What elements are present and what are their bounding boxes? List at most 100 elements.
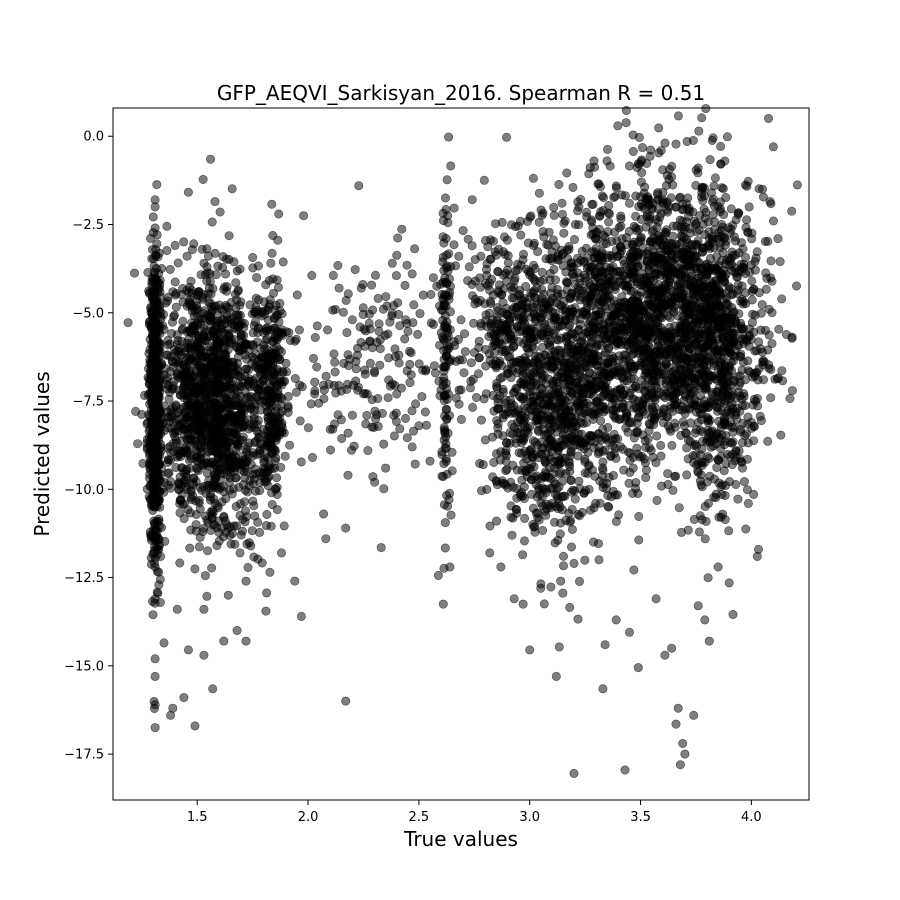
data-point bbox=[148, 439, 158, 449]
data-point bbox=[580, 362, 590, 372]
data-point bbox=[580, 454, 590, 464]
data-point bbox=[194, 287, 204, 297]
data-point bbox=[598, 457, 608, 467]
data-point bbox=[592, 339, 602, 349]
data-point bbox=[622, 274, 632, 284]
data-point bbox=[264, 421, 274, 431]
data-point bbox=[234, 380, 244, 390]
data-point bbox=[257, 397, 267, 407]
data-point bbox=[565, 320, 575, 330]
data-point bbox=[196, 270, 206, 280]
data-point bbox=[150, 273, 160, 283]
data-point bbox=[191, 526, 201, 536]
data-point bbox=[237, 399, 247, 409]
data-point bbox=[230, 323, 240, 333]
data-point bbox=[617, 292, 627, 302]
data-point bbox=[609, 276, 619, 286]
data-point bbox=[554, 180, 564, 190]
data-point bbox=[546, 318, 556, 328]
data-point bbox=[641, 465, 651, 475]
data-point bbox=[239, 322, 249, 332]
data-point bbox=[638, 316, 648, 326]
data-point bbox=[624, 478, 634, 488]
data-point bbox=[253, 261, 263, 271]
data-point bbox=[618, 308, 628, 318]
data-point bbox=[567, 288, 577, 298]
data-point bbox=[153, 366, 163, 376]
data-point bbox=[208, 284, 218, 294]
data-point bbox=[149, 254, 159, 264]
data-point bbox=[604, 502, 614, 512]
data-point bbox=[562, 278, 572, 288]
data-point bbox=[653, 263, 663, 273]
data-point bbox=[559, 228, 569, 238]
data-point bbox=[558, 551, 568, 561]
data-point bbox=[211, 317, 221, 327]
data-point bbox=[536, 205, 546, 215]
data-point bbox=[163, 340, 173, 350]
data-point bbox=[195, 504, 205, 514]
data-point bbox=[616, 392, 626, 402]
data-point bbox=[240, 497, 250, 507]
data-point bbox=[629, 565, 639, 575]
data-point bbox=[170, 240, 180, 250]
data-point bbox=[662, 225, 672, 235]
data-point bbox=[152, 549, 162, 559]
data-point bbox=[198, 401, 208, 411]
data-point bbox=[596, 251, 606, 261]
data-point bbox=[180, 475, 190, 485]
data-point bbox=[148, 357, 158, 367]
data-point bbox=[233, 286, 243, 296]
data-point bbox=[594, 442, 604, 452]
data-point bbox=[219, 369, 229, 379]
data-point bbox=[255, 527, 265, 537]
data-point bbox=[267, 499, 277, 509]
data-point bbox=[581, 297, 591, 307]
data-point bbox=[589, 355, 599, 365]
data-point bbox=[238, 514, 248, 524]
data-point bbox=[202, 591, 212, 601]
data-point bbox=[583, 328, 593, 338]
data-point bbox=[776, 430, 786, 440]
data-point bbox=[622, 325, 632, 335]
data-point bbox=[660, 138, 670, 148]
data-point bbox=[198, 175, 208, 185]
data-point bbox=[196, 319, 206, 329]
data-point bbox=[569, 235, 579, 245]
data-point bbox=[146, 233, 156, 243]
data-point bbox=[262, 588, 272, 598]
data-point bbox=[182, 251, 192, 261]
data-point bbox=[177, 325, 187, 335]
data-point bbox=[290, 373, 300, 383]
data-point bbox=[268, 231, 278, 241]
data-point bbox=[567, 262, 577, 272]
data-point bbox=[606, 451, 616, 461]
data-point bbox=[674, 503, 684, 513]
data-point bbox=[150, 410, 160, 420]
data-point bbox=[764, 330, 774, 340]
data-point bbox=[266, 521, 276, 531]
data-point bbox=[256, 405, 266, 415]
data-point bbox=[168, 287, 178, 297]
data-point bbox=[722, 132, 732, 142]
data-point bbox=[519, 536, 529, 546]
data-point bbox=[275, 408, 285, 418]
data-point bbox=[619, 356, 629, 366]
data-point bbox=[553, 345, 563, 355]
data-point bbox=[628, 394, 638, 404]
data-point bbox=[211, 398, 221, 408]
data-point bbox=[574, 285, 584, 295]
data-point bbox=[195, 483, 205, 493]
data-point bbox=[189, 324, 199, 334]
data-point bbox=[179, 360, 189, 370]
data-point bbox=[574, 342, 584, 352]
data-point bbox=[553, 504, 563, 514]
data-point bbox=[597, 191, 607, 201]
data-point bbox=[603, 330, 613, 340]
data-point bbox=[549, 202, 559, 212]
data-point bbox=[133, 439, 143, 449]
data-point bbox=[701, 104, 711, 114]
data-point bbox=[675, 215, 685, 225]
data-point bbox=[199, 258, 209, 268]
